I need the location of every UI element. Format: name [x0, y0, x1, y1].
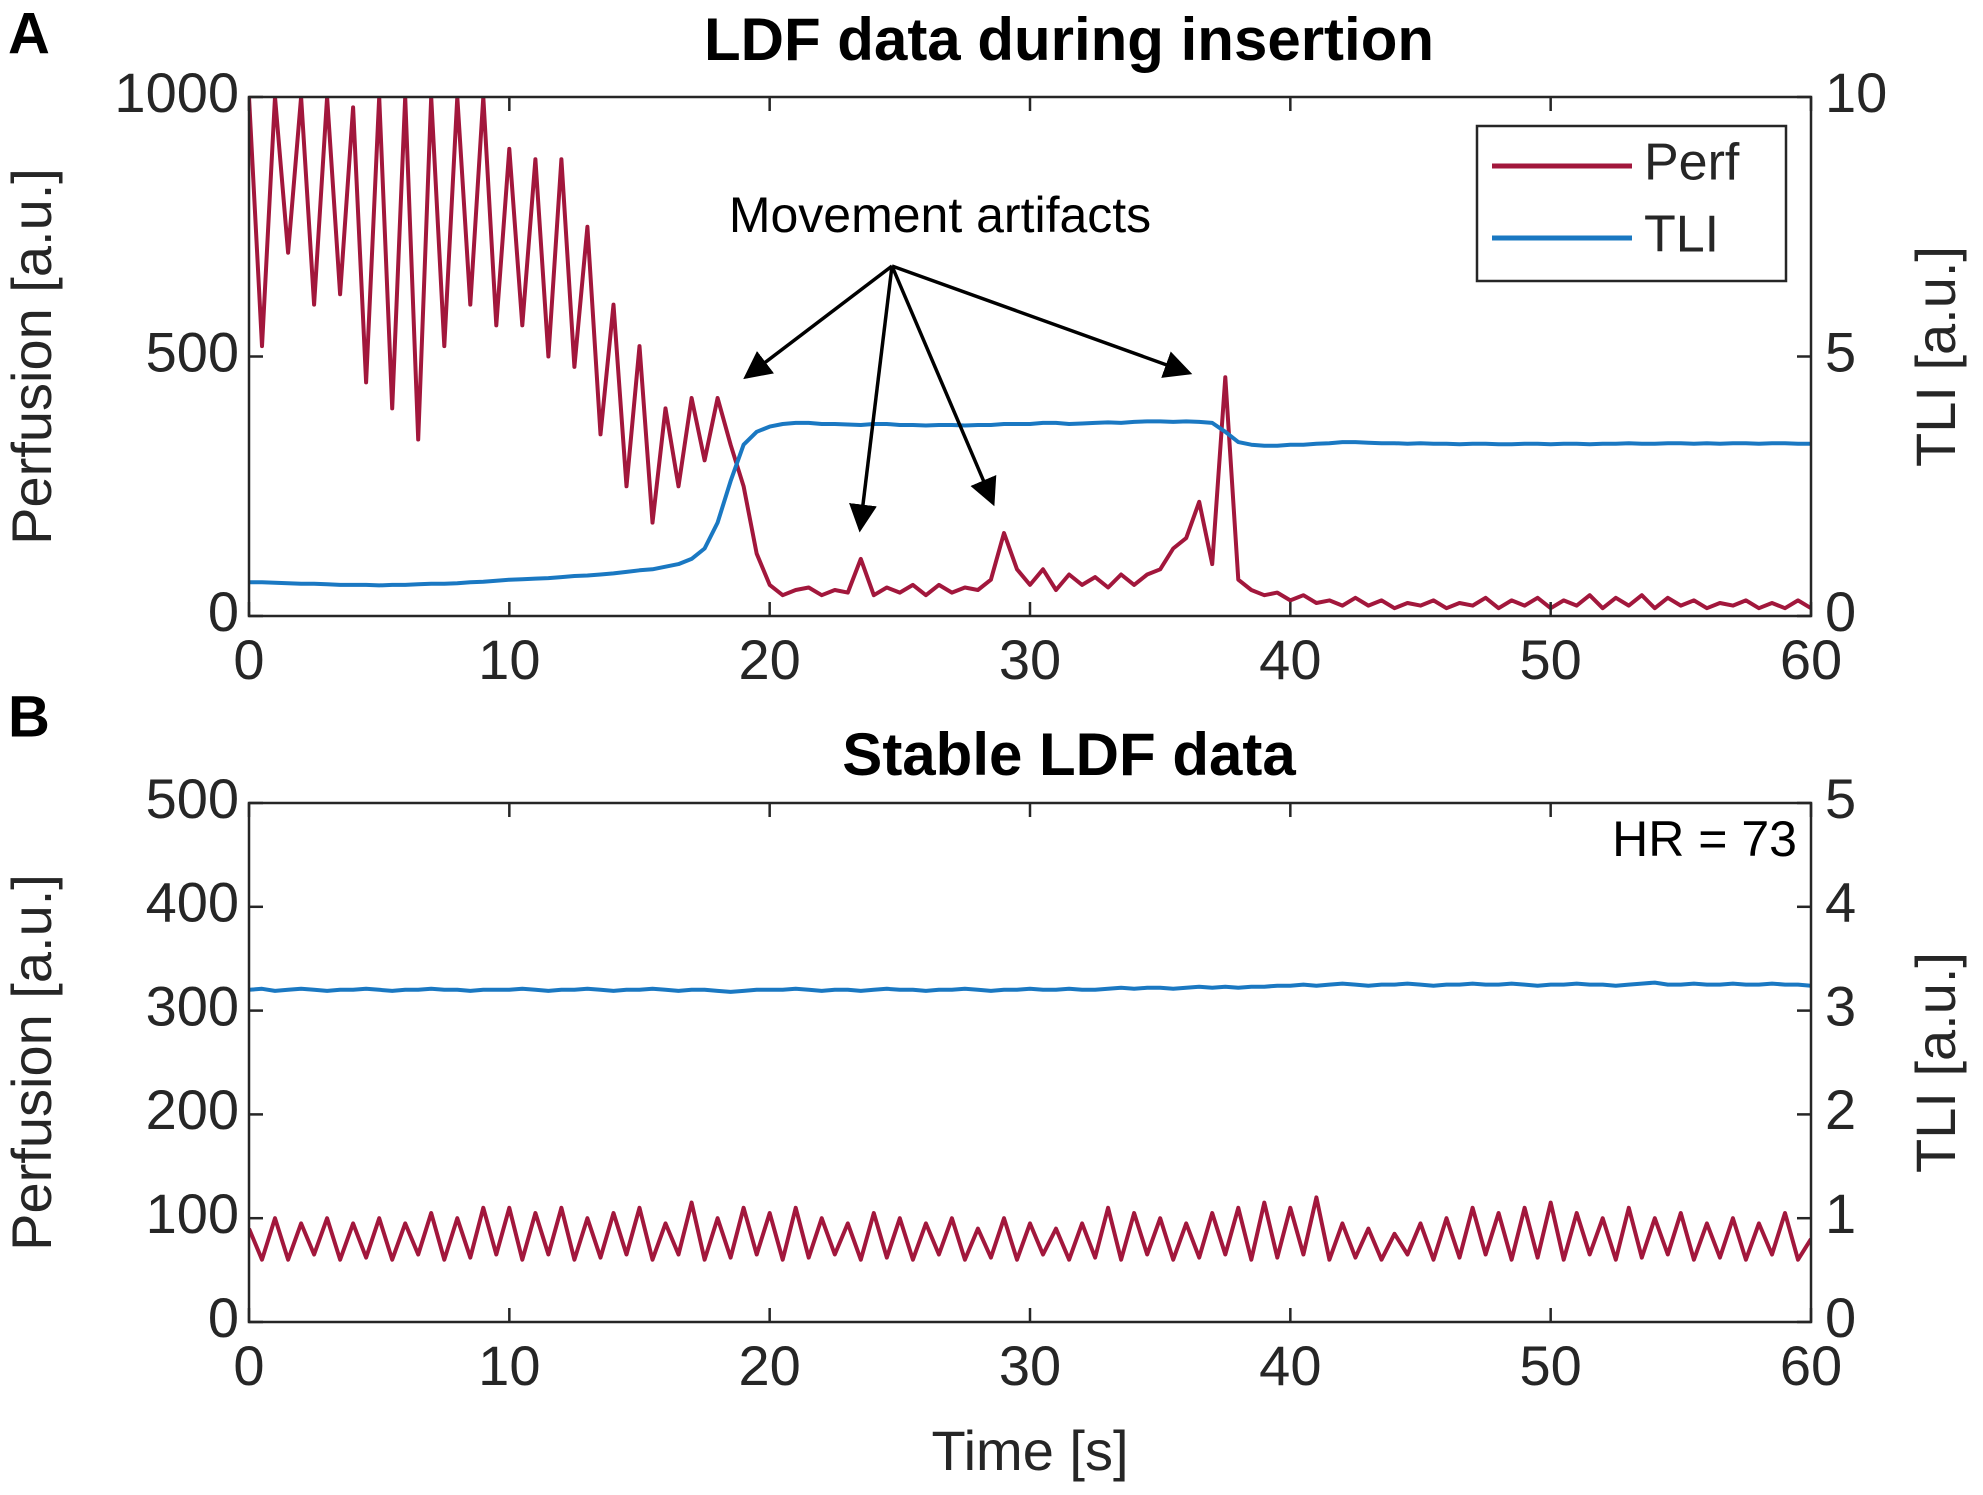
annotation-arrow [743, 264, 894, 380]
data-line [249, 419, 1811, 588]
x-tick-label: 10 [478, 628, 540, 691]
plot-lines [249, 980, 1811, 1262]
y-tick-label: 500 [146, 320, 239, 383]
y-tick-label: 300 [146, 974, 239, 1037]
y-axis-label: Perfusion [a.u.] [0, 874, 63, 1251]
x-axis-label: Time [s] [931, 1419, 1128, 1482]
y-tick-label: 500 [146, 767, 239, 830]
y-axis-label: Perfusion [a.u.] [0, 168, 63, 545]
x-tick-label: 50 [1520, 628, 1582, 691]
y2-tick-label: 1 [1825, 1182, 1856, 1245]
x-tick-label: 0 [233, 1334, 264, 1397]
data-line [249, 1195, 1811, 1262]
annotation-arrow [890, 265, 997, 507]
y2-axis-label: TLI [a.u.] [1904, 246, 1967, 467]
annotation-arrow [849, 265, 894, 533]
y-tick-label: 200 [146, 1078, 239, 1141]
annotation: Movement artifacts [729, 187, 1151, 243]
x-tick-label: 30 [999, 628, 1061, 691]
y-tick-label: 1000 [114, 61, 239, 124]
y2-tick-label: 4 [1825, 871, 1856, 934]
axes-frame [247, 801, 1813, 1324]
annotation: HR = 73 [1612, 811, 1797, 867]
y-tick-label: 400 [146, 871, 239, 934]
x-tick-label: 20 [739, 1334, 801, 1397]
panel-label: B [8, 684, 50, 749]
chart-title: LDF data during insertion [704, 6, 1434, 73]
x-tick-label: 30 [999, 1334, 1061, 1397]
annotation-arrow [891, 264, 1193, 378]
y-tick-label: 0 [208, 1286, 239, 1349]
x-tick-label: 40 [1259, 628, 1321, 691]
data-line [249, 980, 1811, 994]
legend-box [1475, 124, 1788, 283]
y2-tick-label: 5 [1825, 767, 1856, 830]
panel-label: A [8, 1, 50, 66]
x-tick-label: 10 [478, 1334, 540, 1397]
legend-label: TLI [1644, 206, 1719, 264]
y2-axis-label: TLI [a.u.] [1904, 952, 1967, 1173]
legend-label: Perf [1644, 134, 1740, 192]
y2-tick-label: 0 [1825, 1286, 1856, 1349]
x-tick-label: 50 [1520, 1334, 1582, 1397]
x-tick-label: 20 [739, 628, 801, 691]
y2-tick-label: 3 [1825, 974, 1856, 1037]
chart-title: Stable LDF data [842, 721, 1296, 788]
x-tick-label: 60 [1780, 1334, 1842, 1397]
y-tick-label: 100 [146, 1182, 239, 1245]
y2-tick-label: 5 [1825, 320, 1856, 383]
y2-tick-label: 2 [1825, 1078, 1856, 1141]
y2-tick-label: 10 [1825, 61, 1887, 124]
y-tick-label: 0 [208, 580, 239, 643]
x-tick-label: 0 [233, 628, 264, 691]
x-tick-label: 40 [1259, 1334, 1321, 1397]
x-tick-label: 60 [1780, 628, 1842, 691]
y2-tick-label: 0 [1825, 580, 1856, 643]
